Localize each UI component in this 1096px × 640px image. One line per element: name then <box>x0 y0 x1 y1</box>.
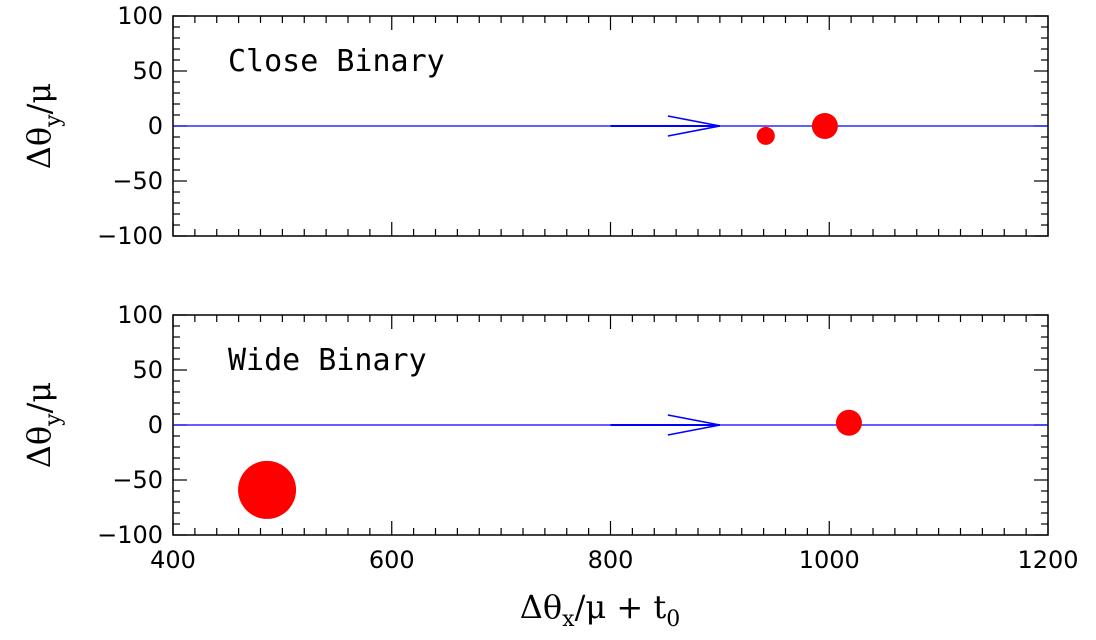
panel-title: Close Binary <box>228 44 445 79</box>
panel-title: Wide Binary <box>228 343 427 378</box>
x-axis-label: Δθx/μ + t0 <box>520 588 680 632</box>
x-tick-label: 1200 <box>1017 546 1078 574</box>
y-tick-label: −50 <box>112 466 163 494</box>
lens-point <box>238 460 297 519</box>
lens-point <box>835 409 862 436</box>
x-tick-label: 400 <box>150 546 196 574</box>
y-axis-label: Δθy/μ <box>20 83 66 169</box>
trajectory-arrow-head <box>667 414 721 436</box>
x-tick-label: 600 <box>369 546 415 574</box>
y-tick-label: −100 <box>97 521 163 549</box>
y-tick-label: 100 <box>117 301 163 329</box>
y-tick-label: 0 <box>148 411 163 439</box>
y-tick-label: 100 <box>117 2 163 30</box>
y-tick-label: 50 <box>132 356 163 384</box>
trajectory-arrow-head <box>667 115 721 137</box>
x-tick-label: 800 <box>588 546 634 574</box>
y-tick-label: −50 <box>112 167 163 195</box>
y-tick-label: 0 <box>148 112 163 140</box>
x-tick-label: 1000 <box>799 546 860 574</box>
y-tick-label: −100 <box>97 222 163 250</box>
lens-point <box>756 126 775 145</box>
y-axis-label: Δθy/μ <box>20 382 66 468</box>
close-binary-panel: 100 50 0 −50 −100 Close Binary Δθy/μ <box>20 2 1049 250</box>
lens-point <box>811 113 838 139</box>
y-tick-label: 50 <box>132 57 163 85</box>
